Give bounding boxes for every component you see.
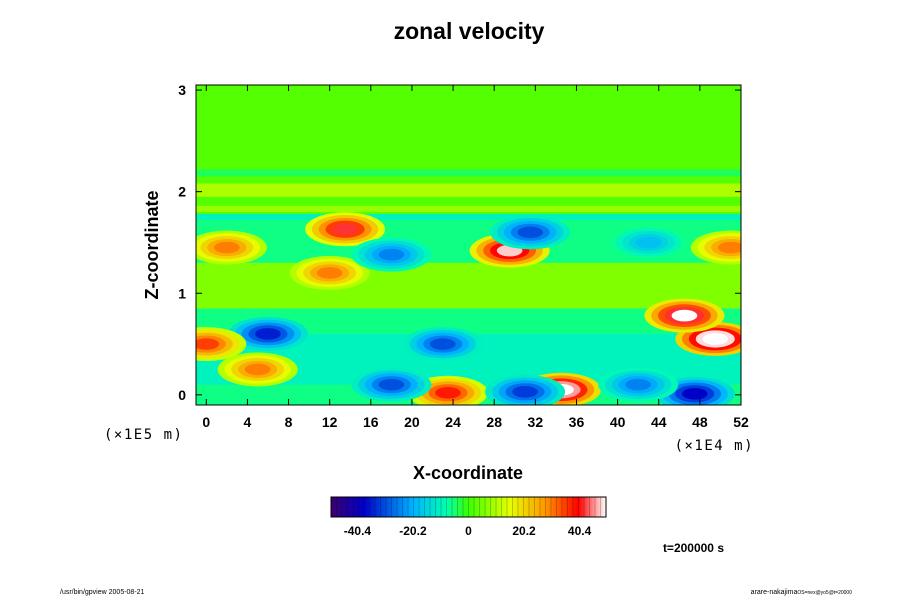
feature-15 bbox=[690, 230, 741, 265]
feature-16 bbox=[196, 230, 267, 265]
feature-1-ring-4 bbox=[435, 387, 461, 399]
colorbar-tick-label-2: 0 bbox=[465, 524, 472, 538]
feature-11 bbox=[289, 255, 370, 290]
feature-14 bbox=[196, 327, 247, 362]
feature-13 bbox=[351, 237, 432, 272]
feature-13-ring-4 bbox=[378, 248, 405, 261]
time-label: t=200000 s bbox=[663, 541, 724, 555]
colorbar-gradient bbox=[330, 496, 607, 518]
x-tick-label-1: 4 bbox=[244, 414, 252, 430]
feature-3-ring-4 bbox=[512, 385, 538, 398]
feature-15-ring-4 bbox=[717, 241, 741, 254]
y-tick-label-3: 3 bbox=[178, 82, 186, 98]
feature-8-ring-4 bbox=[671, 309, 698, 322]
x-tick-label-2: 8 bbox=[285, 414, 293, 430]
feature-18 bbox=[217, 352, 298, 387]
feature-10-ring-4 bbox=[332, 223, 358, 236]
y-tick-label-2: 2 bbox=[178, 184, 186, 200]
x-axis: 0 4 8 12 16 20 24 28 32 36 40 44 48 52 bbox=[202, 85, 749, 430]
x-tick-label-10: 40 bbox=[610, 414, 626, 430]
band-0 bbox=[196, 85, 741, 218]
plot-area bbox=[196, 85, 741, 405]
feature-16-ring-4 bbox=[214, 241, 240, 254]
x-tick-label-13: 52 bbox=[733, 414, 749, 430]
feature-17-ring-4 bbox=[635, 236, 662, 249]
x-scale-label: (×1E4 m) bbox=[675, 438, 754, 454]
colorbar-tick-label-0: -40.4 bbox=[344, 524, 372, 538]
band-2 bbox=[196, 169, 741, 177]
feature-6 bbox=[402, 327, 483, 362]
y-axis: 0 1 2 3 bbox=[178, 82, 741, 403]
x-tick-label-0: 0 bbox=[202, 414, 210, 430]
feature-19-ring-4 bbox=[625, 378, 651, 391]
x-tick-label-5: 20 bbox=[404, 414, 420, 430]
x-tick-label-11: 44 bbox=[651, 414, 667, 430]
feature-18-ring-4 bbox=[244, 363, 271, 376]
feature-10 bbox=[305, 212, 386, 247]
feature-11-ring-4 bbox=[316, 267, 343, 279]
band-6 bbox=[196, 262, 741, 309]
x-tick-label-3: 12 bbox=[322, 414, 338, 430]
band-4 bbox=[196, 205, 741, 212]
y-scale-label: (×1E5 m) bbox=[104, 427, 183, 443]
feature-5 bbox=[227, 316, 308, 351]
footer-credit: arare-nakajimaOS=nex@yo5@t=20000 bbox=[751, 589, 852, 596]
x-tick-label-12: 48 bbox=[692, 414, 708, 430]
y-tick-label-0: 0 bbox=[178, 387, 186, 403]
footer-credit-name: arare-nakajima bbox=[750, 589, 798, 596]
colorbar: -40.4 -20.2 0 20.2 40.4 bbox=[330, 496, 607, 538]
footer-command: /usr/bin/gpview 2005-08-21 bbox=[60, 589, 145, 596]
x-tick-label-7: 28 bbox=[486, 414, 502, 430]
x-tick-label-6: 24 bbox=[445, 414, 461, 430]
heatmap-layers bbox=[196, 85, 741, 405]
feature-19 bbox=[598, 367, 679, 402]
feature-7-ring-4 bbox=[702, 333, 729, 345]
feature-6-ring-4 bbox=[429, 338, 456, 350]
y-tick-label-1: 1 bbox=[178, 285, 186, 301]
feature-5-ring-4 bbox=[255, 328, 281, 340]
plot-frame bbox=[195, 84, 742, 406]
colorbar-tick-label-1: -20.2 bbox=[399, 524, 427, 538]
footer-credit-sub: OS=nex@yo5@t=20000 bbox=[797, 590, 852, 596]
x-tick-label-9: 36 bbox=[569, 414, 585, 430]
feature-17 bbox=[608, 225, 689, 260]
feature-7 bbox=[675, 321, 741, 356]
x-tick-label-4: 16 bbox=[363, 414, 379, 430]
x-tick-label-8: 32 bbox=[528, 414, 544, 430]
colorbar-tick-label-3: 20.2 bbox=[512, 524, 536, 538]
feature-14-ring-4 bbox=[196, 338, 220, 350]
y-axis-label: Z-coordinate bbox=[142, 190, 162, 299]
chart-title: zonal velocity bbox=[394, 18, 545, 44]
feature-12-ring-4 bbox=[517, 226, 543, 239]
feature-4 bbox=[351, 367, 432, 402]
feature-3 bbox=[485, 374, 566, 405]
feature-2-ring-4 bbox=[681, 388, 708, 400]
colorbar-ticks: -40.4 -20.2 0 20.2 40.4 bbox=[344, 524, 592, 538]
colorbar-tick-label-4: 40.4 bbox=[568, 524, 592, 538]
feature-4-ring-4 bbox=[378, 378, 405, 391]
band-3 bbox=[196, 214, 741, 221]
feature-12 bbox=[490, 215, 571, 250]
colorbar-divisions bbox=[336, 497, 601, 517]
x-axis-label: X-coordinate bbox=[413, 463, 523, 483]
band-1 bbox=[196, 183, 741, 197]
feature-8 bbox=[644, 298, 725, 333]
feature-1 bbox=[407, 375, 488, 405]
